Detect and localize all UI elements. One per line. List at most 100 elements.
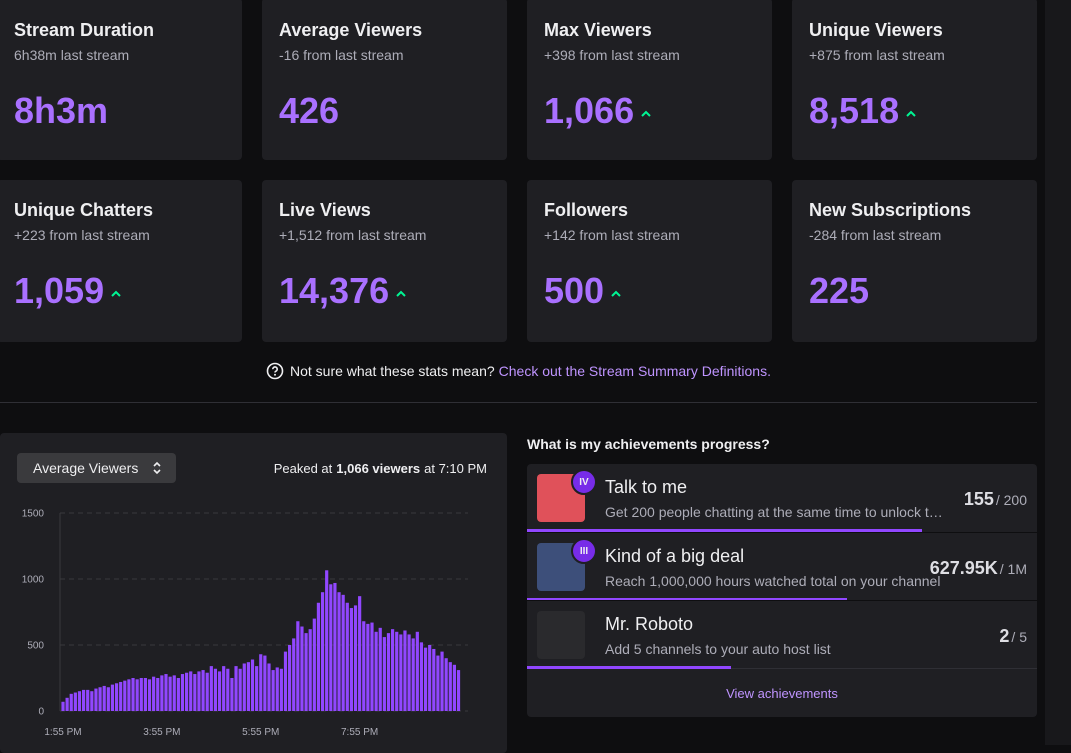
bar xyxy=(131,678,135,711)
stat-title: Followers xyxy=(544,200,629,220)
bar xyxy=(337,592,341,711)
stat-card: Average Viewers -16 from last stream 426 xyxy=(262,0,507,160)
bar xyxy=(156,678,160,711)
bar xyxy=(189,671,193,711)
bar xyxy=(164,674,168,711)
stat-card: Unique Chatters +223 from last stream 1,05… xyxy=(0,180,242,342)
bar xyxy=(119,681,123,711)
achievement-title: Mr. Roboto xyxy=(605,614,694,634)
bar xyxy=(242,663,246,711)
bar xyxy=(316,602,321,711)
bar xyxy=(419,642,424,711)
stat-value: 8h3m xyxy=(14,90,109,131)
bar xyxy=(288,645,292,711)
stat-title: Average Viewers xyxy=(279,20,423,40)
bar xyxy=(395,631,399,711)
bar xyxy=(238,668,242,711)
bar xyxy=(440,651,444,711)
achievements-panel: View achievements IV Talk to me Get 200 pe… xyxy=(527,464,1037,717)
progress-goal: / 1M xyxy=(999,561,1027,577)
bar xyxy=(403,630,407,711)
x-tick-label: 5:55 PM xyxy=(242,727,279,738)
stat-value: 14,376 xyxy=(279,270,390,311)
bar xyxy=(358,596,362,711)
bar xyxy=(292,638,296,711)
bar xyxy=(73,692,77,711)
peak-note: Peaked at 1,066 viewers at 7:10 PM xyxy=(274,461,487,476)
help-line: Not sure what these stats mean? Check ou… xyxy=(0,362,1037,380)
bar xyxy=(147,679,152,711)
stat-value: 225 xyxy=(809,270,870,311)
y-tick-label: 0 xyxy=(38,707,44,718)
stat-value-row: 225 xyxy=(809,270,869,312)
bar xyxy=(391,629,395,711)
bar xyxy=(94,688,98,711)
stat-card: Unique Viewers +875 from last stream 8,518 xyxy=(792,0,1037,160)
bar xyxy=(370,622,374,711)
metric-dropdown[interactable]: Average Viewers xyxy=(17,453,176,483)
achievement-progress: 2/ 5 xyxy=(999,626,1027,647)
y-tick-label: 500 xyxy=(27,641,44,652)
bar xyxy=(415,631,419,711)
bar xyxy=(65,697,69,711)
bar xyxy=(139,678,143,711)
stat-title: Live Views xyxy=(279,200,371,220)
view-achievements[interactable]: View achievements xyxy=(527,668,1037,718)
bar xyxy=(160,675,164,711)
bar xyxy=(197,671,201,711)
bar xyxy=(77,691,82,711)
trend-caret xyxy=(641,110,651,117)
trend-caret xyxy=(111,290,121,297)
stat-change: +142 from last stream xyxy=(544,227,680,243)
bar xyxy=(267,663,271,711)
bar xyxy=(193,674,197,711)
bar xyxy=(320,592,325,711)
achievement-description: Add 5 channels to your auto host list xyxy=(605,641,831,657)
stat-card: Followers +142 from last stream 500 xyxy=(527,180,772,342)
peak-value: 1,066 viewers xyxy=(336,461,421,476)
progress-current: 2 xyxy=(999,626,1010,646)
bar xyxy=(456,670,461,711)
bar xyxy=(246,662,250,711)
progress-goal: / 200 xyxy=(995,492,1027,508)
bar xyxy=(230,678,234,711)
bar xyxy=(168,676,172,711)
definitions-link[interactable]: Check out the Stream Summary Definitions… xyxy=(498,363,771,379)
help-icon xyxy=(266,362,284,380)
bar xyxy=(209,666,213,711)
stat-title: New Subscriptions xyxy=(809,200,972,220)
stat-value-row: 500 xyxy=(544,270,622,312)
bar xyxy=(333,582,337,711)
stat-change: +875 from last stream xyxy=(809,47,945,63)
bar xyxy=(308,629,312,711)
bar xyxy=(250,659,255,711)
achievement-badge: IV xyxy=(571,469,597,495)
stat-value-row: 8,518 xyxy=(809,90,917,132)
trend-up-icon xyxy=(396,290,406,297)
help-text: Not sure what these stats mean? xyxy=(289,363,495,379)
stat-value-row: 1,059 xyxy=(14,270,122,312)
bar xyxy=(114,683,119,711)
bar xyxy=(407,634,411,711)
trend-caret xyxy=(906,110,916,117)
stat-value-row: 1,066 xyxy=(544,90,652,132)
bar xyxy=(353,605,358,711)
bar xyxy=(399,634,403,711)
peak-prefix: Peaked at xyxy=(273,461,333,476)
bar xyxy=(366,623,370,711)
progress-bar xyxy=(527,666,731,669)
stat-change: +223 from last stream xyxy=(14,227,150,243)
bar xyxy=(444,658,448,711)
bar xyxy=(172,675,176,711)
bar xyxy=(90,691,94,711)
bar xyxy=(432,648,436,711)
bar xyxy=(263,655,267,711)
bar xyxy=(226,668,230,711)
bar xyxy=(448,662,452,711)
stat-card: New Subscriptions -284 from last stream 22… xyxy=(792,180,1037,342)
achievement-description: Reach 1,000,000 hours watched total on y… xyxy=(605,573,941,589)
bar xyxy=(325,570,329,711)
trend-up-icon xyxy=(111,290,121,297)
bar xyxy=(329,584,333,711)
dropdown-chevron xyxy=(153,461,161,475)
